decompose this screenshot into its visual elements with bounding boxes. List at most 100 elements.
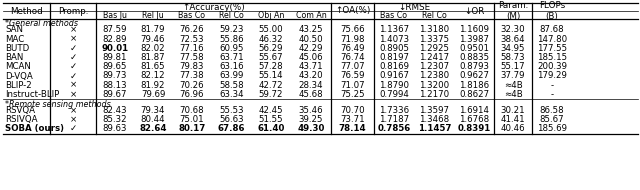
Text: 0.8197: 0.8197 (379, 53, 409, 62)
Text: Method: Method (10, 6, 43, 16)
Text: ↑Accuracy(%): ↑Accuracy(%) (182, 2, 245, 12)
Text: 55.53: 55.53 (219, 106, 244, 115)
Text: 45.68: 45.68 (299, 90, 323, 99)
Text: BUTD: BUTD (5, 44, 29, 53)
Text: 78.14: 78.14 (339, 124, 366, 133)
Text: (M): (M) (506, 12, 520, 21)
Text: D-VQA: D-VQA (5, 71, 33, 81)
Text: 58.73: 58.73 (500, 53, 525, 62)
Text: 185.69: 185.69 (537, 124, 567, 133)
Text: 61.40: 61.40 (257, 124, 285, 133)
Text: ×: × (69, 115, 77, 124)
Text: 73.71: 73.71 (340, 115, 365, 124)
Text: ↓RMSE: ↓RMSE (399, 2, 431, 12)
Text: 46.32: 46.32 (259, 35, 284, 44)
Text: 0.7994: 0.7994 (379, 90, 409, 99)
Text: 70.68: 70.68 (180, 106, 204, 115)
Text: 32.30: 32.30 (500, 25, 525, 35)
Text: 59.23: 59.23 (220, 25, 244, 35)
Text: 0.8169: 0.8169 (379, 62, 409, 71)
Text: 200.39: 200.39 (537, 62, 567, 71)
Text: 88.13: 88.13 (102, 81, 127, 90)
Text: ↓OR: ↓OR (464, 6, 484, 16)
Text: 1.2307: 1.2307 (419, 62, 449, 71)
Text: 79.46: 79.46 (141, 35, 165, 44)
Text: 75.25: 75.25 (340, 90, 365, 99)
Text: 89.73: 89.73 (103, 71, 127, 81)
Text: 1.2925: 1.2925 (419, 44, 449, 53)
Text: 58.58: 58.58 (219, 81, 244, 90)
Text: 1.4073: 1.4073 (379, 35, 409, 44)
Text: 89.67: 89.67 (103, 90, 127, 99)
Text: RSVQA: RSVQA (5, 106, 35, 115)
Text: 89.65: 89.65 (103, 62, 127, 71)
Text: 37.79: 37.79 (500, 71, 525, 81)
Text: 1.2170: 1.2170 (419, 90, 449, 99)
Text: 72.53: 72.53 (180, 35, 204, 44)
Text: 0.7856: 0.7856 (378, 124, 411, 133)
Text: 67.86: 67.86 (218, 124, 245, 133)
Text: Rel Co: Rel Co (422, 10, 447, 20)
Text: 76.59: 76.59 (340, 71, 365, 81)
Text: 1.7336: 1.7336 (379, 106, 409, 115)
Text: 0.8905: 0.8905 (379, 44, 409, 53)
Text: 0.9501: 0.9501 (460, 44, 490, 53)
Text: 177.55: 177.55 (537, 44, 567, 53)
Text: 60.95: 60.95 (220, 44, 244, 53)
Text: -: - (550, 81, 554, 90)
Text: SOBA (ours): SOBA (ours) (5, 124, 64, 133)
Text: 82.02: 82.02 (141, 44, 165, 53)
Text: 81.92: 81.92 (141, 81, 165, 90)
Text: 1.2380: 1.2380 (419, 71, 449, 81)
Text: 55.86: 55.86 (219, 35, 244, 44)
Text: 56.29: 56.29 (259, 44, 284, 53)
Text: *General methods: *General methods (5, 20, 78, 28)
Text: 56.63: 56.63 (219, 115, 244, 124)
Text: 85.32: 85.32 (102, 115, 127, 124)
Text: 70.26: 70.26 (180, 81, 204, 90)
Text: 1.6768: 1.6768 (460, 115, 490, 124)
Text: 1.3468: 1.3468 (419, 115, 449, 124)
Text: 0.8835: 0.8835 (460, 53, 490, 62)
Text: 55.14: 55.14 (259, 71, 284, 81)
Text: 43.71: 43.71 (299, 62, 323, 71)
Text: 0.9627: 0.9627 (460, 71, 490, 81)
Text: Rel Co: Rel Co (219, 10, 244, 20)
Text: 77.58: 77.58 (180, 53, 204, 62)
Text: 55.17: 55.17 (500, 62, 525, 71)
Text: 77.38: 77.38 (180, 71, 204, 81)
Text: 185.15: 185.15 (537, 53, 567, 62)
Text: 34.95: 34.95 (500, 44, 525, 53)
Text: 76.74: 76.74 (340, 53, 365, 62)
Text: 38.64: 38.64 (500, 35, 525, 44)
Text: 81.65: 81.65 (141, 62, 165, 71)
Text: 63.71: 63.71 (219, 53, 244, 62)
Text: 1.8186: 1.8186 (460, 81, 490, 90)
Text: FLOPs: FLOPs (539, 2, 565, 10)
Text: 1.3375: 1.3375 (419, 35, 449, 44)
Text: ≈4B: ≈4B (504, 90, 522, 99)
Text: BAN: BAN (5, 53, 24, 62)
Text: 76.49: 76.49 (340, 44, 365, 53)
Text: ×: × (69, 25, 77, 35)
Text: BLIP-2: BLIP-2 (5, 81, 32, 90)
Text: 71.98: 71.98 (340, 35, 365, 44)
Text: 1.1609: 1.1609 (460, 25, 490, 35)
Text: 49.30: 49.30 (298, 124, 324, 133)
Text: 89.81: 89.81 (103, 53, 127, 62)
Text: ×: × (69, 106, 77, 115)
Text: ×: × (69, 81, 77, 90)
Text: Promp.: Promp. (58, 6, 88, 16)
Text: 35.46: 35.46 (299, 106, 323, 115)
Text: 42.45: 42.45 (259, 106, 284, 115)
Text: 71.07: 71.07 (340, 81, 365, 90)
Text: 75.01: 75.01 (180, 115, 204, 124)
Text: 75.66: 75.66 (340, 25, 365, 35)
Text: 147.80: 147.80 (537, 35, 567, 44)
Text: MCAN: MCAN (5, 62, 31, 71)
Text: Bas Ju: Bas Ju (103, 10, 127, 20)
Text: 79.69: 79.69 (141, 90, 165, 99)
Text: 43.20: 43.20 (299, 71, 323, 81)
Text: 82.89: 82.89 (103, 35, 127, 44)
Text: 79.83: 79.83 (180, 62, 204, 71)
